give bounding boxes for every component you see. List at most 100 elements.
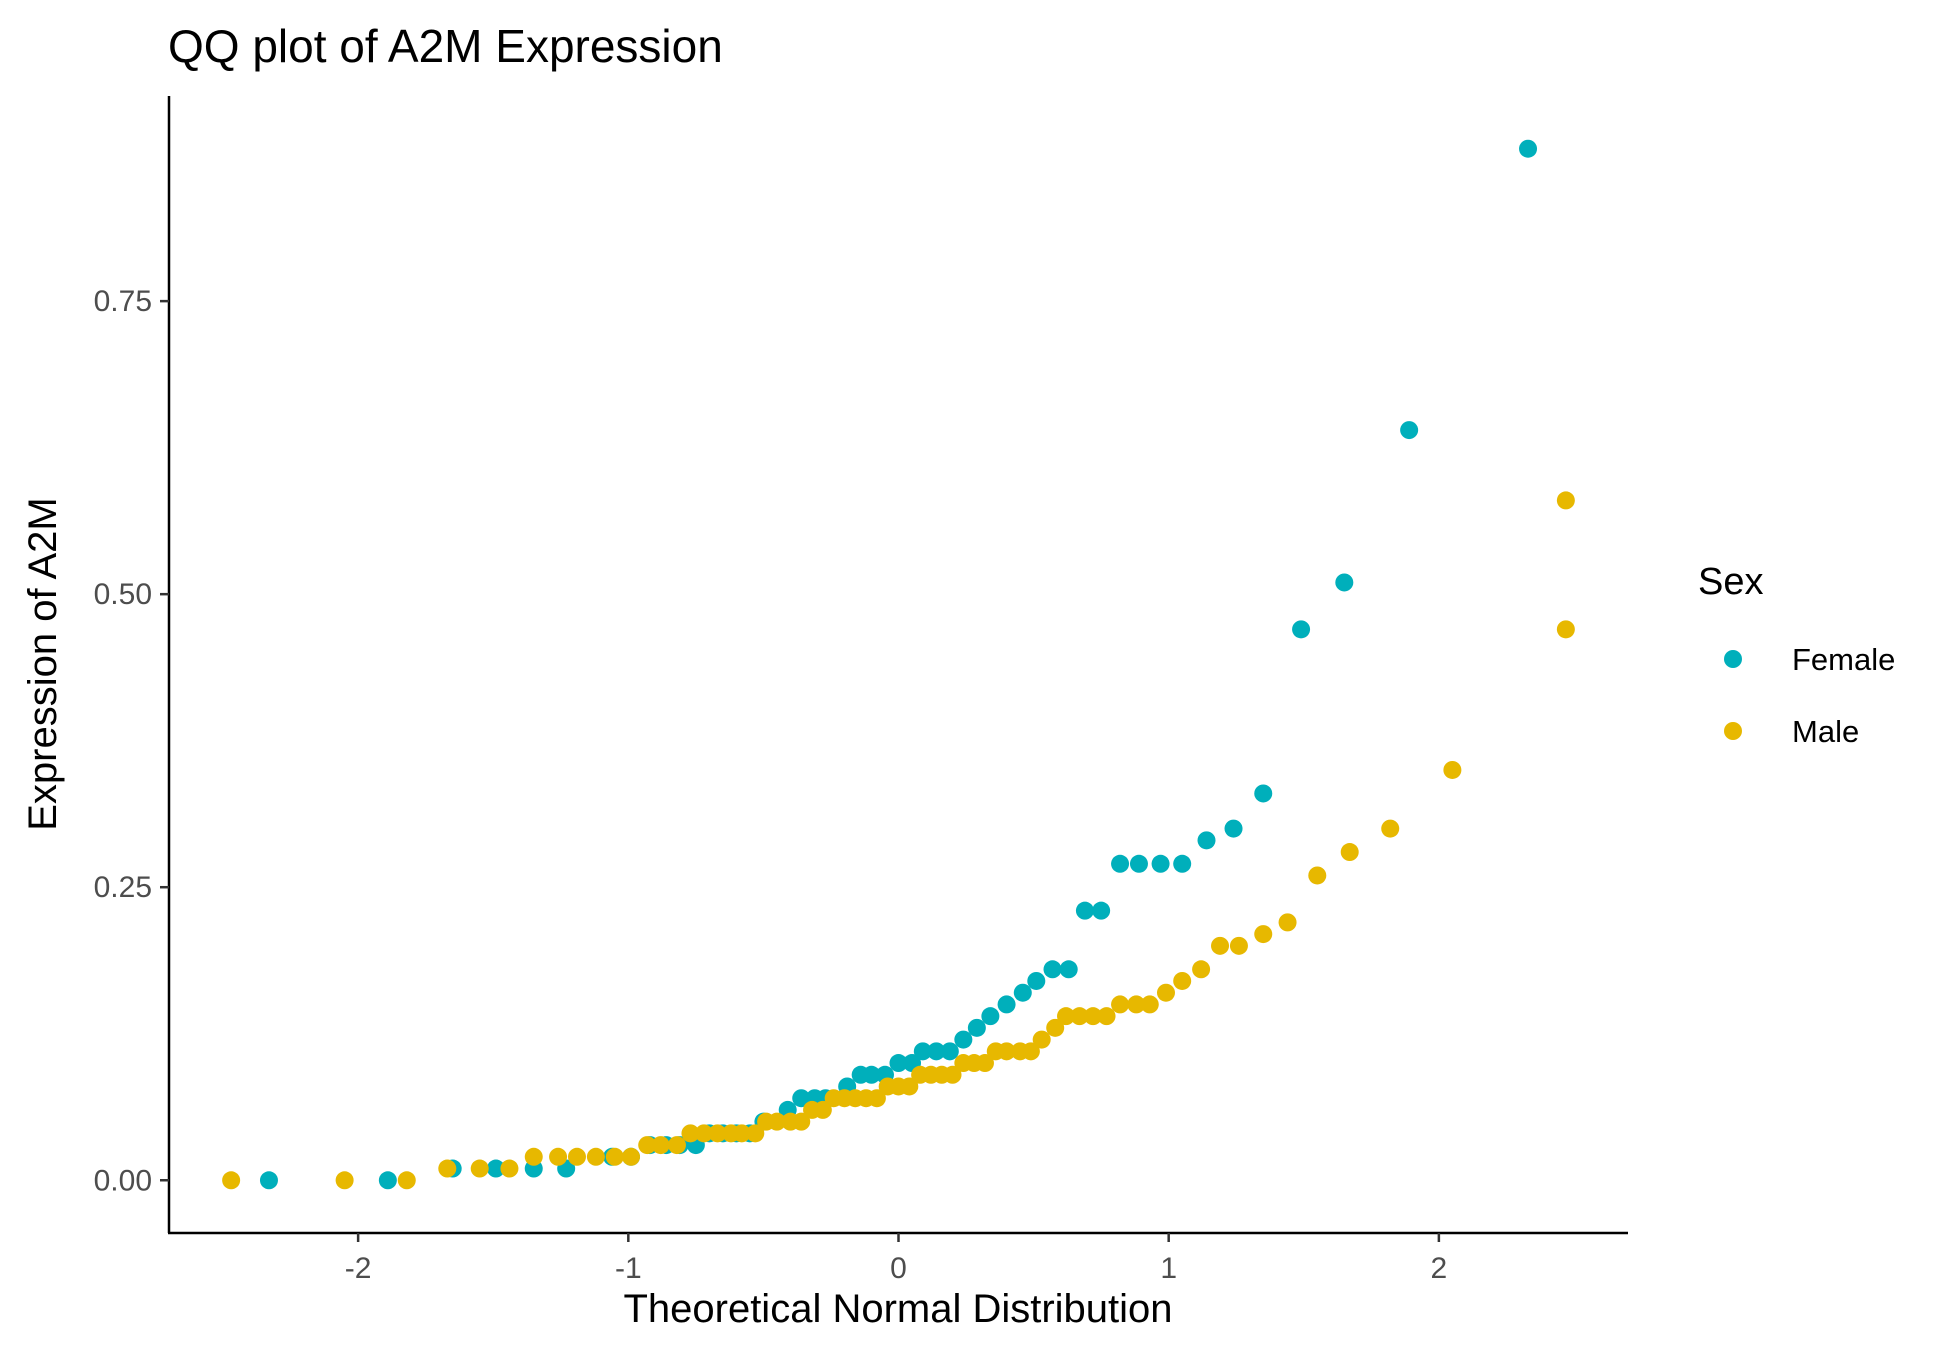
data-point-female	[1027, 971, 1046, 990]
data-point-female	[486, 1159, 505, 1178]
data-point-female	[1111, 854, 1130, 873]
data-point-female	[1059, 960, 1078, 979]
data-point-male	[397, 1171, 416, 1190]
data-point-male	[1097, 1007, 1116, 1026]
data-point-male	[1229, 936, 1248, 955]
data-point-male	[746, 1124, 765, 1143]
legend-key-male	[1724, 722, 1742, 740]
data-point-female	[981, 1007, 1000, 1026]
data-point-male	[1021, 1042, 1040, 1061]
data-point-male	[586, 1147, 605, 1166]
x-tick-label: -1	[615, 1252, 642, 1285]
data-point-male	[813, 1100, 832, 1119]
data-point-male	[1308, 866, 1327, 885]
x-axis-title: Theoretical Normal Distribution	[623, 1287, 1172, 1331]
data-point-male	[694, 1124, 713, 1143]
data-point-male	[549, 1147, 568, 1166]
plot-area: -2 -1 0 1 2 0.00 0.25 0.50 0.75	[94, 96, 1628, 1285]
data-point-female	[1292, 620, 1311, 639]
y-tick-label: 0.75	[94, 285, 152, 318]
y-tick-label: 0.50	[94, 578, 152, 611]
data-point-female	[1013, 983, 1032, 1002]
data-point-male	[1140, 995, 1159, 1014]
data-point-male	[1111, 995, 1130, 1014]
data-point-male	[438, 1159, 457, 1178]
data-point-female	[889, 1054, 908, 1073]
legend-item-female: Female	[1724, 642, 1895, 677]
data-point-female	[927, 1042, 946, 1061]
data-point-male	[470, 1159, 489, 1178]
legend-item-male: Male	[1724, 714, 1859, 749]
data-point-male	[1046, 1018, 1065, 1037]
legend-label-female: Female	[1792, 642, 1895, 677]
y-axis-ticks: 0.00 0.25 0.50 0.75	[94, 285, 169, 1197]
data-point-male	[767, 1112, 786, 1131]
data-point-male	[622, 1147, 641, 1166]
data-point-male	[1173, 971, 1192, 990]
legend-label-male: Male	[1792, 714, 1859, 749]
data-point-female	[378, 1171, 397, 1190]
data-point-male	[900, 1077, 919, 1096]
y-tick-label: 0.00	[94, 1164, 152, 1197]
data-point-female	[1254, 784, 1273, 803]
data-point-male	[681, 1124, 700, 1143]
data-point-male	[1057, 1007, 1076, 1026]
data-point-female	[1092, 901, 1111, 920]
data-point-female	[954, 1030, 973, 1049]
data-point-female	[1151, 854, 1170, 873]
data-point-male	[1032, 1030, 1051, 1049]
data-point-male	[975, 1054, 994, 1073]
data-point-female	[1519, 139, 1538, 158]
y-axis-title: Expression of A2M	[21, 497, 65, 831]
data-point-female	[1173, 854, 1192, 873]
data-point-male	[605, 1147, 624, 1166]
data-point-male	[708, 1124, 727, 1143]
data-point-male	[524, 1147, 543, 1166]
data-point-female	[1129, 854, 1148, 873]
data-point-female	[967, 1018, 986, 1037]
x-tick-label: 2	[1431, 1252, 1448, 1285]
data-point-female	[259, 1171, 278, 1190]
data-point-female	[1197, 831, 1216, 850]
legend-key-female	[1724, 650, 1742, 668]
data-point-male	[1278, 913, 1297, 932]
data-point-male	[1156, 983, 1175, 1002]
data-point-male	[1443, 760, 1462, 779]
data-point-male	[1192, 960, 1211, 979]
data-point-male	[1556, 491, 1575, 510]
data-point-male	[1084, 1007, 1103, 1026]
data-point-male	[335, 1171, 354, 1190]
legend: Sex Female Male	[1698, 561, 1895, 749]
data-point-male	[732, 1124, 751, 1143]
data-point-female	[940, 1042, 959, 1061]
data-point-female	[1400, 421, 1419, 440]
data-point-male	[997, 1042, 1016, 1061]
data-point-female	[1335, 573, 1354, 592]
x-tick-label: 0	[890, 1252, 907, 1285]
chart-title: QQ plot of A2M Expression	[168, 20, 723, 72]
data-point-female	[862, 1065, 881, 1084]
data-point-male	[1381, 819, 1400, 838]
x-tick-label: 1	[1160, 1252, 1177, 1285]
data-point-female	[792, 1089, 811, 1108]
x-axis-ticks: -2 -1 0 1 2	[345, 1233, 1447, 1285]
data-point-male	[792, 1112, 811, 1131]
data-point-male	[500, 1159, 519, 1178]
data-point-female	[1224, 819, 1243, 838]
data-point-male	[1340, 843, 1359, 862]
points-layer	[222, 139, 1575, 1190]
data-point-male	[651, 1136, 670, 1155]
data-point-male	[1556, 620, 1575, 639]
data-point-male	[867, 1089, 886, 1108]
legend-title: Sex	[1698, 561, 1763, 603]
y-tick-label: 0.25	[94, 871, 152, 904]
data-point-male	[1127, 995, 1146, 1014]
data-point-male	[1070, 1007, 1089, 1026]
data-point-male	[567, 1147, 586, 1166]
data-point-female	[997, 995, 1016, 1014]
data-point-female	[1043, 960, 1062, 979]
data-point-female	[1075, 901, 1094, 920]
data-point-male	[638, 1136, 657, 1155]
data-point-male	[1254, 925, 1273, 944]
